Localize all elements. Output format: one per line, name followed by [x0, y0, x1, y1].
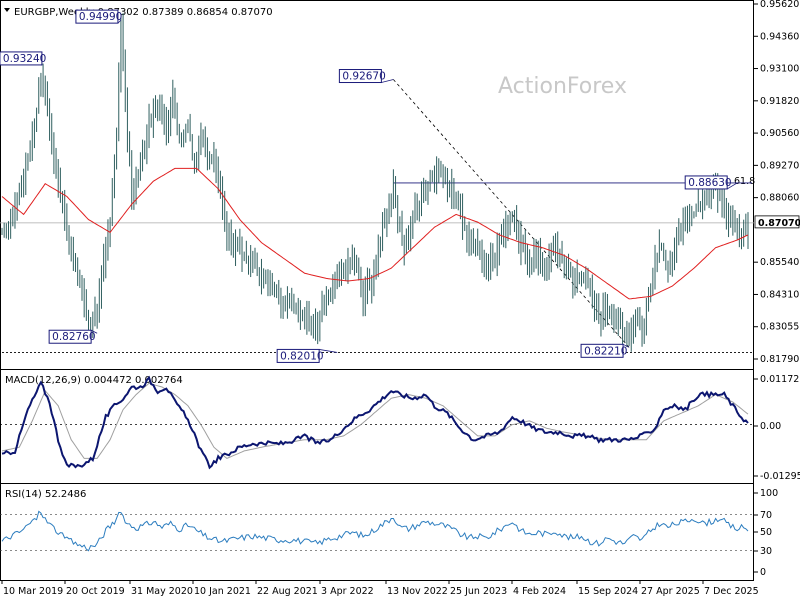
- svg-text:0.92670: 0.92670: [342, 71, 385, 83]
- rsi-pane: [0, 510, 754, 552]
- rsi-axis-tick: 100: [760, 488, 778, 499]
- price-label: 0.92670: [338, 69, 394, 84]
- price-label: 0.82010: [276, 348, 338, 363]
- trend-line: [393, 79, 630, 348]
- current-price-value: 0.87070: [758, 218, 800, 229]
- chart-frame: [0, 0, 754, 581]
- dropdown-triangle-icon[interactable]: [4, 8, 10, 12]
- svg-text:0.93240: 0.93240: [3, 53, 46, 65]
- price-axis-tick: 0.84310: [760, 289, 799, 300]
- price-axis-tick: 0.85540: [760, 257, 799, 268]
- rsi-axis-tick: 70: [760, 510, 772, 521]
- price-label: 0.88630: [684, 175, 738, 190]
- price-axis-tick: 0.81790: [760, 354, 799, 365]
- time-axis-tick: 15 Sep 2024: [578, 586, 638, 597]
- rsi-line: [1, 510, 749, 552]
- time-axis-tick: 10 Mar 2019: [3, 586, 63, 597]
- time-axis-tick: 13 Nov 2022: [387, 586, 448, 597]
- price-axis-tick: 0.94360: [760, 31, 799, 42]
- time-axis-tick: 3 Apr 2022: [321, 586, 374, 597]
- macd-title: MACD(12,26,9) 0.004472 0.002764: [5, 375, 183, 386]
- rsi-axis-tick: 30: [760, 546, 772, 557]
- price-axis-tick: 0.90560: [760, 128, 799, 139]
- watermark: ActionForex: [498, 74, 627, 99]
- price-label: 0.94990: [75, 9, 122, 24]
- svg-text:0.88630: 0.88630: [688, 177, 731, 189]
- time-axis-tick: 27 Apr 2025: [641, 586, 700, 597]
- time-axis-tick: 20 Oct 2019: [66, 586, 125, 597]
- rsi-axis-tick: 0: [760, 567, 766, 578]
- macd-main-line: [1, 375, 749, 470]
- time-axis-tick: 4 Feb 2024: [513, 586, 566, 597]
- price-axis-tick: 0.89270: [760, 160, 799, 171]
- macd-signal-line: [1, 382, 749, 459]
- fib-level-label: 61.8: [734, 176, 755, 187]
- time-axis-tick: 10 Jan 2021: [194, 586, 251, 597]
- time-axis-tick: 25 Jun 2023: [450, 586, 507, 597]
- time-axis-tick: 22 Aug 2021: [257, 586, 318, 597]
- current-price-tag: 0.87070: [754, 215, 800, 229]
- svg-text:0.82760: 0.82760: [52, 331, 95, 343]
- time-axis-tick: 7 Dec 2025: [704, 586, 759, 597]
- moving-average-line: [1, 167, 749, 300]
- macd-pane: [0, 375, 754, 470]
- svg-text:0.82210: 0.82210: [584, 345, 627, 357]
- time-axis-tick: 31 May 2020: [131, 586, 193, 597]
- price-axis-tick: 0.88060: [760, 193, 799, 204]
- price-label: 0.82760: [48, 329, 98, 344]
- price-label: 0.82210: [580, 343, 630, 358]
- price-axis-tick: 0.83055: [760, 322, 799, 333]
- price-pane: 0.93240 0.94990 0.82760 0.82010 0.92670 0.886…: [0, 9, 754, 363]
- price-axis-tick: 0.95620: [760, 0, 799, 10]
- rsi-title: RSI(14) 52.2486: [5, 489, 86, 500]
- svg-text:0.82010: 0.82010: [280, 350, 323, 362]
- macd-axis-tick: 0.00: [760, 421, 781, 432]
- chart-header: EURGBP,Weekly 0.87302 0.87389 0.86854 0.…: [14, 7, 273, 18]
- price-label: 0.93240: [0, 51, 46, 66]
- svg-text:0.94990: 0.94990: [79, 11, 122, 23]
- macd-axis-tick: 0.011727: [760, 374, 800, 385]
- rsi-axis-tick: 50: [760, 527, 772, 538]
- price-axis-tick: 0.93100: [760, 64, 799, 75]
- price-axis-tick: 0.91820: [760, 96, 799, 107]
